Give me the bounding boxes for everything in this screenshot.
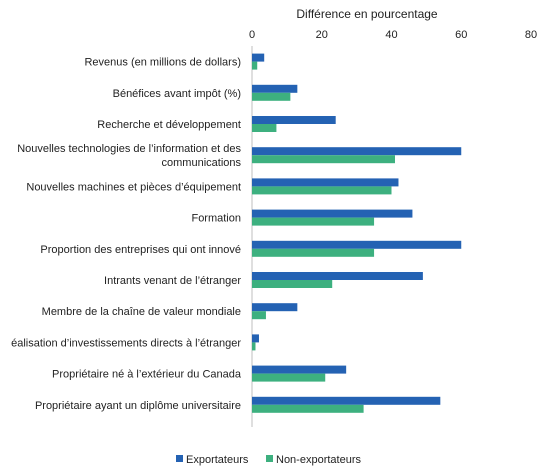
x-tick-label: 40 [385, 29, 397, 41]
bar-non-exportateurs [252, 155, 395, 164]
category-label: Propriétaire ayant un diplôme universita… [35, 400, 241, 412]
bar-non-exportateurs [252, 311, 266, 320]
x-axis-title: Différence en pourcentage [296, 7, 438, 21]
category-label: Recherche et développement [97, 119, 241, 131]
category-label: Nouvelles technologies de l’information … [17, 143, 241, 155]
bar-non-exportateurs [252, 342, 256, 351]
legend-swatch [176, 455, 183, 462]
legend-swatch [266, 455, 273, 462]
bar-non-exportateurs [252, 92, 291, 101]
bar-exportateurs [252, 147, 462, 156]
bar-non-exportateurs [252, 186, 392, 195]
bar-exportateurs [252, 272, 423, 280]
bar-exportateurs [252, 365, 347, 374]
bar-exportateurs [252, 116, 336, 124]
bar-exportateurs [252, 84, 298, 93]
bars [252, 53, 462, 413]
bar-non-exportateurs [252, 61, 258, 70]
bar-exportateurs [252, 178, 399, 187]
legend-label: Exportateurs [186, 454, 249, 466]
category-label: Membre de la chaîne de valeur mondiale [42, 306, 241, 318]
bar-non-exportateurs [252, 248, 375, 257]
bar-non-exportateurs [252, 217, 375, 226]
bar-exportateurs [252, 396, 441, 405]
category-label: Formation [191, 213, 241, 225]
category-labels: Revenus (en millions de dollars) Bénéfice… [11, 57, 242, 412]
category-label: Propriétaire né à l’extérieur du Canada [52, 369, 242, 381]
legend-label: Non-exportateurs [276, 454, 361, 466]
category-label: Revenus (en millions de dollars) [84, 57, 241, 69]
x-tick-labels: 0 20 40 60 80 [249, 29, 537, 41]
bar-non-exportateurs [252, 124, 277, 132]
bar-non-exportateurs [252, 404, 364, 413]
x-tick-label: 20 [316, 29, 328, 41]
x-tick-label: 60 [455, 29, 467, 41]
category-label: Intrants venant de l’étranger [104, 275, 241, 287]
bar-exportateurs [252, 209, 413, 218]
bar-non-exportateurs [252, 280, 333, 288]
category-label: communications [162, 157, 242, 169]
bar-exportateurs [252, 240, 462, 249]
category-label: Proportion des entreprises qui ont innov… [40, 244, 241, 256]
bar-exportateurs [252, 53, 265, 62]
category-label: Bénéfices avant impôt (%) [113, 88, 241, 100]
legend: Exportateurs Non-exportateurs [176, 454, 361, 466]
x-tick-label: 0 [249, 29, 255, 41]
x-tick-label: 80 [525, 29, 537, 41]
bar-non-exportateurs [252, 373, 326, 382]
category-label: éalisation d’investissements directs à l… [11, 337, 241, 349]
bar-exportateurs [252, 303, 298, 312]
category-label: Nouvelles machines et pièces d’équipemen… [26, 181, 241, 193]
bar-exportateurs [252, 334, 259, 343]
